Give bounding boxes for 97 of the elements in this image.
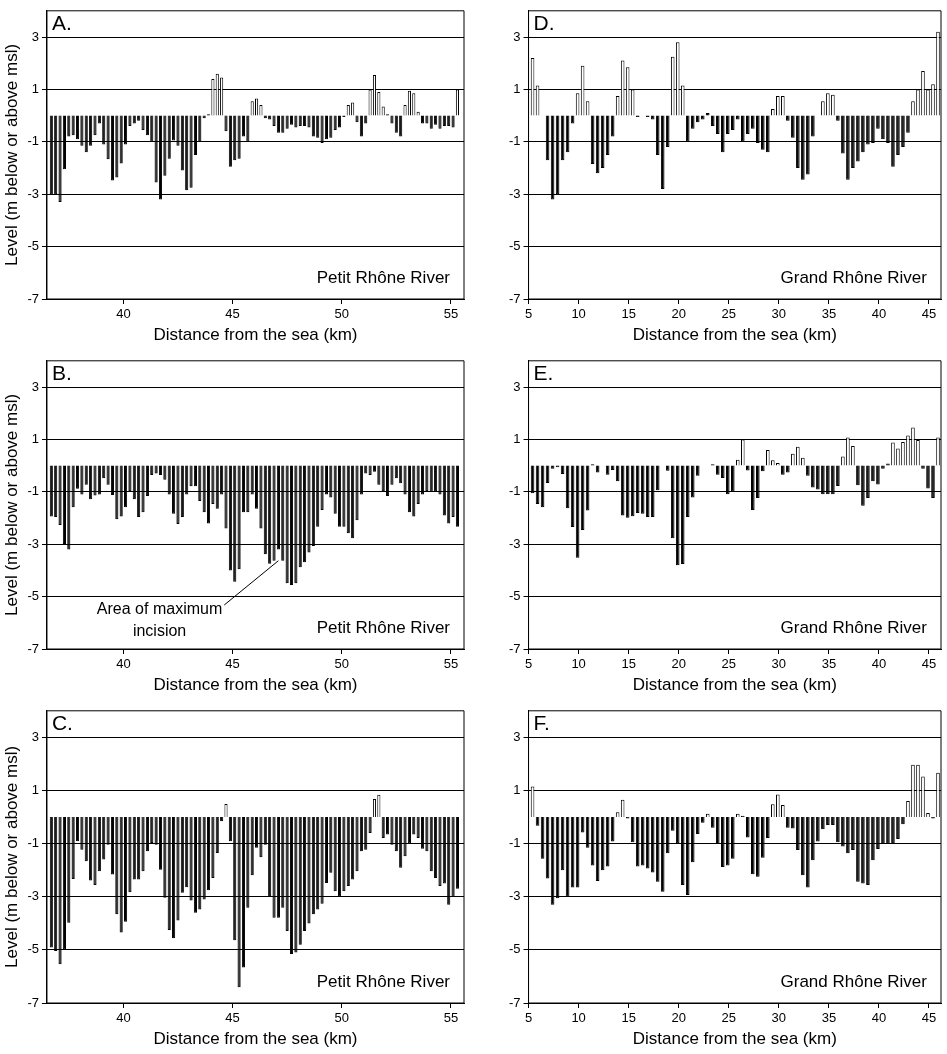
x-tick-label: 45 <box>921 656 937 672</box>
x-tick-label: 20 <box>671 306 686 322</box>
x-tick-label: 40 <box>871 1010 887 1026</box>
annotation: Grand Rhône River <box>780 972 928 992</box>
annotation: Petit Rhône River <box>316 972 451 992</box>
annotation: Petit Rhône River <box>316 618 451 638</box>
y-tick-label: -1 <box>509 483 521 499</box>
x-axis-title: Distance from the sea (km) <box>153 325 358 345</box>
x-tick-label: 5 <box>524 306 533 322</box>
y-tick-label: 1 <box>31 782 39 798</box>
annotation: D. <box>533 11 555 35</box>
y-tick-label: -3 <box>509 888 521 904</box>
x-tick-label: 25 <box>721 306 737 322</box>
x-tick-label: 55 <box>443 1010 459 1026</box>
y-tick-label: -3 <box>509 535 521 551</box>
y-axis-title: Level (m below or above msl) <box>1 43 21 266</box>
x-tick-label: 50 <box>334 1010 349 1026</box>
y-tick-label: 1 <box>31 80 39 96</box>
x-tick-label: 50 <box>334 656 349 672</box>
x-tick-label: 45 <box>225 1010 240 1026</box>
x-tick-label: 10 <box>571 656 586 672</box>
x-tick-label: 45 <box>921 1010 937 1026</box>
annotation: F. <box>533 711 550 735</box>
y-tick-label: 3 <box>513 728 521 744</box>
x-tick-label: 45 <box>921 306 937 322</box>
x-tick-label: 40 <box>871 656 887 672</box>
x-tick-label: 15 <box>621 1010 636 1026</box>
y-tick-label: -3 <box>27 888 39 904</box>
x-tick-label: 40 <box>116 1010 131 1026</box>
y-tick-label: 1 <box>31 430 39 446</box>
y-tick-label: 3 <box>513 378 521 394</box>
y-tick-label: -1 <box>509 835 521 851</box>
annotation: Grand Rhône River <box>780 268 928 288</box>
y-tick-label: -7 <box>27 994 39 1010</box>
annotation: A. <box>51 11 72 35</box>
y-tick-label: -3 <box>27 535 39 551</box>
x-tick-label: 50 <box>334 306 349 322</box>
x-tick-label: 30 <box>771 1010 787 1026</box>
y-tick-label: -5 <box>509 238 521 254</box>
x-axis-title: Distance from the sea (km) <box>153 1029 358 1049</box>
y-tick-label: -1 <box>27 133 39 149</box>
x-tick-label: 40 <box>116 306 131 322</box>
x-tick-label: 35 <box>821 1010 837 1026</box>
annotation: Grand Rhône River <box>780 618 928 638</box>
y-tick-label: 3 <box>31 728 39 744</box>
y-tick-label: 3 <box>31 28 39 44</box>
x-tick-label: 5 <box>524 656 533 672</box>
y-tick-label: 3 <box>513 28 521 44</box>
x-tick-label: 30 <box>771 306 787 322</box>
x-tick-label: 45 <box>225 656 240 672</box>
y-tick-label: -5 <box>509 941 521 957</box>
x-tick-label: 20 <box>671 1010 686 1026</box>
annotation: B. <box>51 361 72 385</box>
x-tick-label: 55 <box>443 656 459 672</box>
x-tick-label: 15 <box>621 306 636 322</box>
x-axis-title: Distance from the sea (km) <box>632 1029 837 1049</box>
x-tick-label: 40 <box>871 306 887 322</box>
x-tick-label: 10 <box>571 306 586 322</box>
y-tick-label: -1 <box>27 835 39 851</box>
y-tick-label: -5 <box>509 588 521 604</box>
y-tick-label: 1 <box>513 430 521 446</box>
x-tick-label: 40 <box>116 656 131 672</box>
y-tick-label: -7 <box>509 290 521 306</box>
annotation: C. <box>51 711 73 735</box>
x-axis-title: Distance from the sea (km) <box>632 325 837 345</box>
y-tick-label: -1 <box>27 483 39 499</box>
x-tick-label: 5 <box>524 1010 533 1026</box>
x-tick-label: 45 <box>225 306 240 322</box>
y-tick-label: 1 <box>513 80 521 96</box>
y-tick-label: -7 <box>27 640 39 656</box>
x-tick-label: 20 <box>671 656 686 672</box>
annotation: E. <box>533 361 554 385</box>
y-axis-title: Level (m below or above msl) <box>1 393 21 616</box>
y-tick-label: 1 <box>513 782 521 798</box>
y-tick-label: -7 <box>509 994 521 1010</box>
x-axis-title: Distance from the sea (km) <box>153 675 358 695</box>
x-tick-label: 15 <box>621 656 636 672</box>
x-tick-label: 10 <box>571 1010 586 1026</box>
x-tick-label: 25 <box>721 1010 737 1026</box>
annotation: Petit Rhône River <box>316 268 451 288</box>
x-tick-label: 30 <box>771 656 787 672</box>
y-tick-label: 3 <box>31 378 39 394</box>
x-tick-label: 35 <box>821 656 837 672</box>
x-tick-label: 55 <box>443 306 459 322</box>
x-tick-label: 25 <box>721 656 737 672</box>
y-tick-label: -5 <box>27 941 39 957</box>
x-tick-label: 35 <box>821 306 837 322</box>
y-tick-label: -5 <box>27 238 39 254</box>
y-tick-label: -7 <box>27 290 39 306</box>
y-axis-title: Level (m below or above msl) <box>1 745 21 968</box>
annotation: Area of maximum incision <box>96 600 223 640</box>
y-tick-label: -3 <box>27 185 39 201</box>
y-tick-label: -5 <box>27 588 39 604</box>
y-tick-label: -1 <box>509 133 521 149</box>
x-axis-title: Distance from the sea (km) <box>632 675 837 695</box>
y-tick-label: -3 <box>509 185 521 201</box>
y-tick-label: -7 <box>509 640 521 656</box>
